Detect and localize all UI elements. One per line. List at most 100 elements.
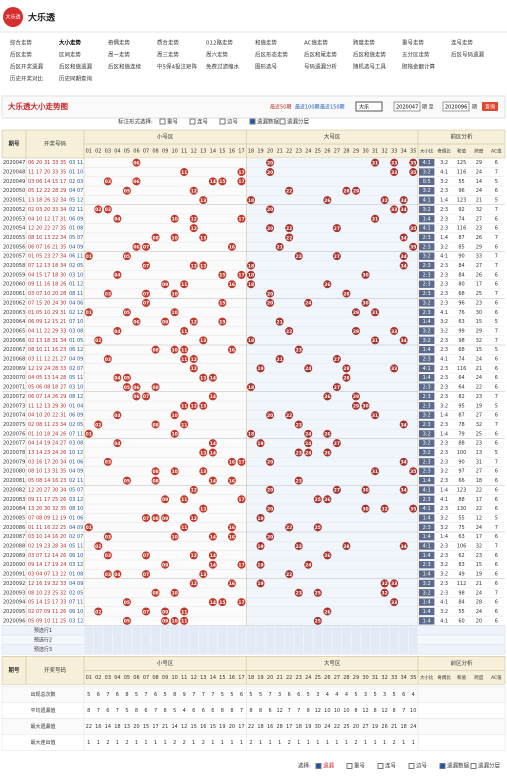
- preset-cell[interactable]: [323, 635, 332, 644]
- checkbox[interactable]: [377, 763, 384, 769]
- preset-cell[interactable]: [227, 635, 237, 644]
- nav-link[interactable]: 图形选号: [255, 63, 278, 71]
- preset-cell[interactable]: [189, 626, 199, 635]
- preset-cell[interactable]: [113, 635, 122, 644]
- nav-link[interactable]: 后区形态走势: [255, 51, 289, 59]
- nav-link[interactable]: 大小走势: [59, 39, 82, 47]
- nav-link[interactable]: 免费过滤缩水: [206, 63, 240, 71]
- nav-link[interactable]: 和值走势: [255, 39, 278, 47]
- preset-cell[interactable]: [323, 626, 332, 635]
- preset-cell[interactable]: [199, 635, 208, 644]
- preset-cell[interactable]: [351, 626, 361, 635]
- nav-link[interactable]: 后区和值走势: [353, 51, 387, 59]
- preset-cell[interactable]: [237, 645, 246, 654]
- preset-cell[interactable]: [160, 626, 170, 635]
- preset-cell[interactable]: [141, 645, 151, 654]
- preset-cell[interactable]: [246, 645, 256, 654]
- preset-cell[interactable]: [141, 635, 151, 644]
- preset-cell[interactable]: [113, 645, 122, 654]
- checkbox[interactable]: [470, 763, 477, 769]
- nav-link[interactable]: 后区号码遗漏: [451, 51, 485, 59]
- preset-cell[interactable]: [408, 635, 418, 644]
- preset-cell[interactable]: [256, 645, 265, 654]
- nav-link[interactable]: 中5保4投注矩阵: [157, 63, 197, 71]
- nav-link[interactable]: 奇偶走势: [108, 39, 131, 47]
- preset-cell[interactable]: [218, 626, 227, 635]
- preset-cell[interactable]: [342, 645, 351, 654]
- nav-link[interactable]: 随机选号工具: [353, 63, 387, 71]
- preset-cell[interactable]: [389, 645, 399, 654]
- nav-link[interactable]: 012路走势: [206, 39, 233, 47]
- preset-cell[interactable]: [151, 626, 160, 635]
- preset-cell[interactable]: [208, 635, 218, 644]
- preset-cell[interactable]: [408, 645, 418, 654]
- preset-cell[interactable]: [399, 626, 408, 635]
- nav-link[interactable]: 后区开奖遗漏: [10, 63, 44, 71]
- preset-cell[interactable]: [218, 645, 227, 654]
- preset-cell[interactable]: [246, 626, 256, 635]
- nav-link[interactable]: 周一走势: [108, 51, 131, 59]
- preset-cell[interactable]: [94, 645, 103, 654]
- nav-link[interactable]: 胆拖金额计算: [402, 63, 436, 71]
- preset-cell[interactable]: [313, 645, 323, 654]
- preset-cell[interactable]: [132, 645, 141, 654]
- nav-link[interactable]: 后区和值连续: [108, 63, 142, 71]
- preset-cell[interactable]: [170, 626, 179, 635]
- preset-cell[interactable]: [323, 645, 332, 654]
- preset-cell[interactable]: [265, 635, 275, 644]
- nav-link[interactable]: 跨度走势: [353, 39, 376, 47]
- preset-cell[interactable]: [389, 626, 399, 635]
- checkbox[interactable]: [159, 118, 166, 125]
- preset-cell[interactable]: [294, 626, 303, 635]
- checkbox[interactable]: [189, 118, 196, 125]
- preset-cell[interactable]: [399, 635, 408, 644]
- preset-cell[interactable]: [265, 645, 275, 654]
- nav-link[interactable]: 后区和尾走势: [304, 51, 338, 59]
- checkbox[interactable]: [439, 763, 446, 769]
- preset-cell[interactable]: [189, 635, 199, 644]
- preset-cell[interactable]: [246, 635, 256, 644]
- preset-cell[interactable]: [303, 635, 313, 644]
- preset-cell[interactable]: [199, 626, 208, 635]
- preset-cell[interactable]: [170, 645, 179, 654]
- preset-cell[interactable]: [208, 626, 218, 635]
- preset-cell[interactable]: [284, 645, 294, 654]
- preset-cell[interactable]: [113, 626, 122, 635]
- nav-link[interactable]: 质合走势: [157, 39, 180, 47]
- preset-cell[interactable]: [294, 635, 303, 644]
- preset-cell[interactable]: [332, 635, 342, 644]
- nav-link[interactable]: 周三走势: [157, 51, 180, 59]
- preset-cell[interactable]: [199, 645, 208, 654]
- preset-cell[interactable]: [132, 626, 141, 635]
- preset-cell[interactable]: [151, 635, 160, 644]
- quick-range[interactable]: 最近50期: [270, 104, 291, 111]
- checkbox[interactable]: [249, 118, 256, 125]
- preset-cell[interactable]: [179, 645, 189, 654]
- nav-link[interactable]: 综合走势: [10, 39, 33, 47]
- preset-cell[interactable]: [294, 645, 303, 654]
- preset-cell[interactable]: [227, 626, 237, 635]
- preset-cell[interactable]: [237, 635, 246, 644]
- nav-link[interactable]: 区间走势: [59, 51, 82, 59]
- preset-cell[interactable]: [380, 626, 389, 635]
- preset-cell[interactable]: [103, 635, 113, 644]
- nav-link[interactable]: AC值走势: [304, 39, 329, 47]
- preset-cell[interactable]: [313, 635, 323, 644]
- preset-cell[interactable]: [94, 626, 103, 635]
- preset-cell[interactable]: [132, 635, 141, 644]
- preset-cell[interactable]: [361, 626, 370, 635]
- preset-cell[interactable]: [275, 645, 284, 654]
- preset-cell[interactable]: [103, 645, 113, 654]
- preset-cell[interactable]: [265, 626, 275, 635]
- preset-cell[interactable]: [408, 626, 418, 635]
- preset-cell[interactable]: [284, 626, 294, 635]
- preset-cell[interactable]: [160, 645, 170, 654]
- preset-cell[interactable]: [284, 635, 294, 644]
- input-to[interactable]: [442, 101, 470, 112]
- preset-cell[interactable]: [275, 626, 284, 635]
- checkbox[interactable]: [408, 763, 415, 769]
- preset-cell[interactable]: [342, 626, 351, 635]
- checkbox[interactable]: [346, 763, 353, 769]
- nav-link[interactable]: 历史开奖对比: [10, 75, 44, 83]
- preset-cell[interactable]: [370, 626, 380, 635]
